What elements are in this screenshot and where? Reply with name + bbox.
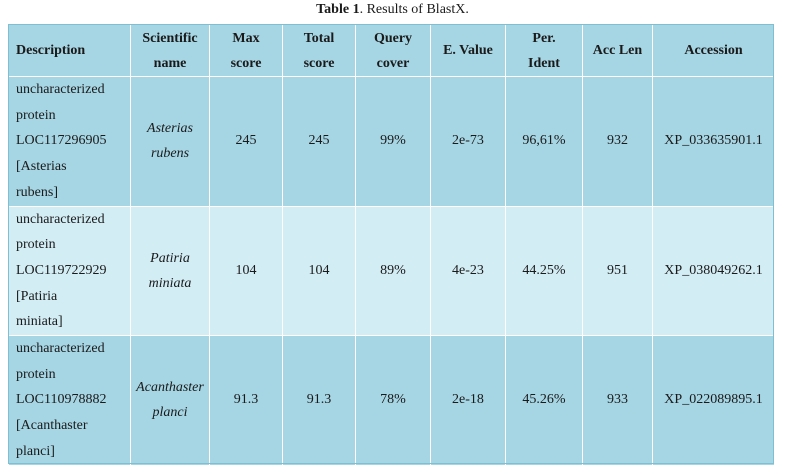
cell-e-value: 2e-73 — [430, 76, 506, 207]
cell-description: uncharacterized protein LOC117296905 [As… — [8, 76, 131, 207]
table-caption-text: . Results of BlastX. — [359, 2, 469, 17]
cell-per-ident: 45.26% — [505, 335, 583, 466]
column-header-description: Description — [8, 24, 131, 77]
cell-description: uncharacterized protein LOC119722929 [Pa… — [8, 205, 131, 337]
column-header-acc-len: Acc Len — [582, 24, 653, 77]
header-row: Description Scientific name Max score Tota… — [8, 24, 775, 77]
column-header-per-ident: Per. Ident — [505, 24, 583, 77]
cell-acc-len: 951 — [582, 205, 653, 337]
cell-max-score: 245 — [209, 76, 283, 207]
table-row: uncharacterized protein LOC119722929 [Pa… — [8, 205, 775, 337]
cell-per-ident: 96,61% — [505, 76, 583, 207]
cell-e-value: 2e-18 — [430, 335, 506, 466]
table-row: uncharacterized protein LOC110978882 [Ac… — [8, 335, 775, 466]
column-header-e-value: E. Value — [430, 24, 506, 77]
table-row: uncharacterized protein LOC117296905 [As… — [8, 76, 775, 207]
cell-scientific-name: Asterias rubens — [130, 76, 210, 207]
column-header-query-cover: Query cover — [355, 24, 431, 77]
cell-max-score: 104 — [209, 205, 283, 337]
cell-per-ident: 44.25% — [505, 205, 583, 337]
cell-total-score: 245 — [282, 76, 356, 207]
cell-scientific-name: Acanthaster planci — [130, 335, 210, 466]
cell-accession: XP_038049262.1 — [652, 205, 775, 337]
cell-e-value: 4e-23 — [430, 205, 506, 337]
column-header-total-score: Total score — [282, 24, 356, 77]
cell-scientific-name: Patiria miniata — [130, 205, 210, 337]
cell-acc-len: 932 — [582, 76, 653, 207]
cell-total-score: 91.3 — [282, 335, 356, 466]
cell-acc-len: 933 — [582, 335, 653, 466]
column-header-accession: Accession — [652, 24, 775, 77]
column-header-max-score: Max score — [209, 24, 283, 77]
column-header-scientific-name: Scientific name — [130, 24, 210, 77]
table-caption-label: Table 1 — [316, 2, 360, 17]
table-caption: Table 1. Results of BlastX. — [0, 0, 785, 20]
cell-query-cover: 78% — [355, 335, 431, 466]
blastx-results-table: Description Scientific name Max score Tota… — [8, 24, 775, 466]
cell-query-cover: 89% — [355, 205, 431, 337]
cell-accession: XP_022089895.1 — [652, 335, 775, 466]
cell-max-score: 91.3 — [209, 335, 283, 466]
cell-total-score: 104 — [282, 205, 356, 337]
cell-accession: XP_033635901.1 — [652, 76, 775, 207]
cell-query-cover: 99% — [355, 76, 431, 207]
cell-description: uncharacterized protein LOC110978882 [Ac… — [8, 335, 131, 466]
